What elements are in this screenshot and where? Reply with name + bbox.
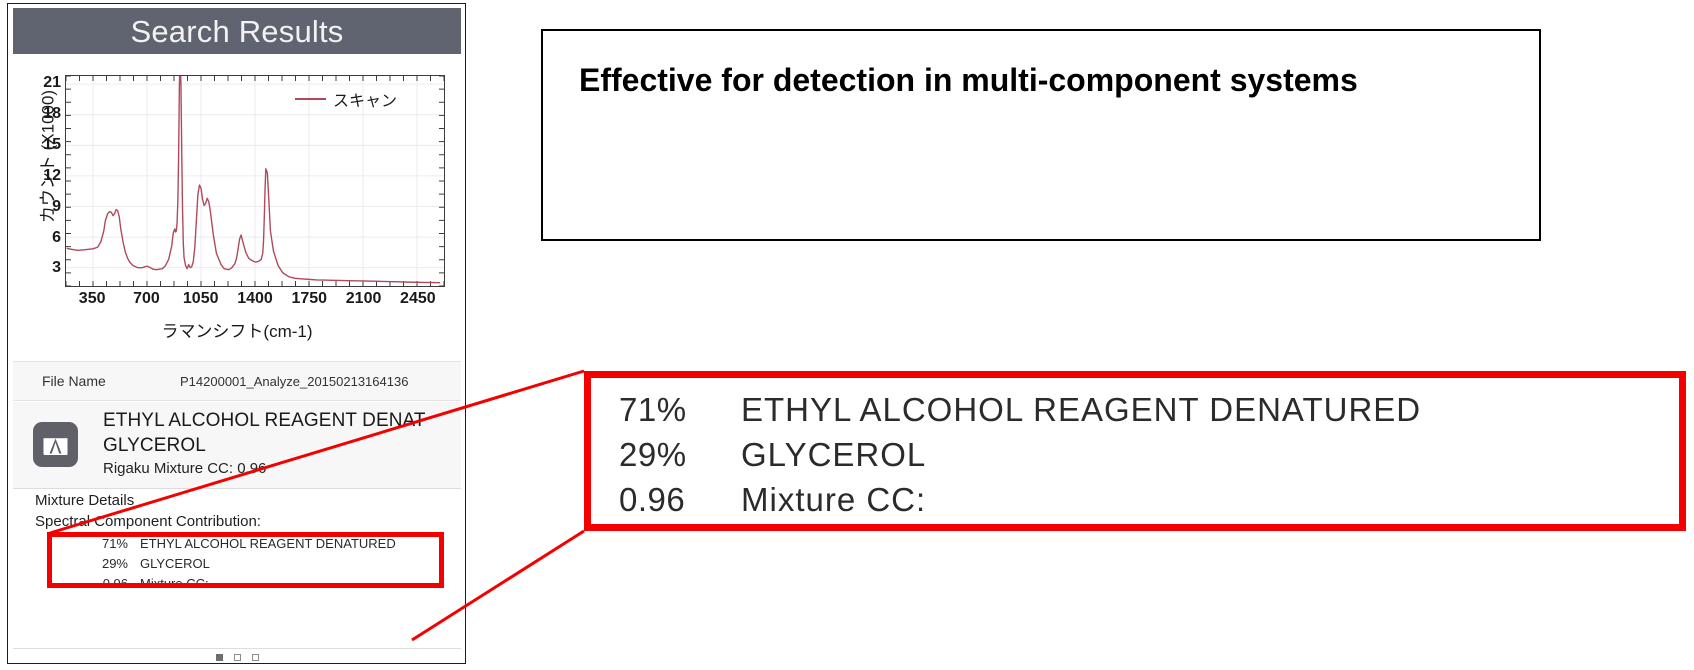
chart-y-tick-label: 9: [52, 197, 61, 215]
panel-header: Search Results: [13, 8, 461, 54]
chart-legend: スキャン: [295, 87, 397, 111]
result-subtitle: GLYCEROL: [103, 435, 206, 456]
chart-x-tick-label: 1750: [291, 290, 328, 307]
chart-x-tick-label: 700: [133, 290, 160, 307]
spectrum-thumbnail-icon: [33, 422, 78, 467]
pagination-dot-2[interactable]: [233, 653, 241, 661]
chart-y-tick-label: 6: [52, 228, 61, 246]
magnified-percent: 71%: [619, 391, 687, 428]
result-mixture-cc: Rigaku Mixture CC: 0.96: [103, 460, 267, 477]
component-contribution-list: 71% ETHYL ALCOHOL REAGENT DENATURED 29% GLY…: [86, 536, 456, 596]
component-percent: 0.96: [102, 576, 128, 591]
component-row: 29% GLYCEROL: [86, 556, 456, 576]
magnified-name: ETHYL ALCOHOL REAGENT DENATURED: [741, 391, 1422, 428]
chart-x-axis-label: ラマンシフト(cm-1): [161, 322, 313, 341]
chart-x-tick-label: 2450: [400, 290, 436, 307]
spectrum-line-series: [66, 76, 441, 284]
mixture-details-heading: Mixture Details: [35, 492, 135, 509]
chart-plot-area: [65, 75, 445, 287]
mixture-details-section: Mixture Details Spectral Component Contr…: [13, 490, 461, 648]
chart-x-tick-label: 2100: [345, 290, 382, 307]
chart-x-tick-label: 1400: [237, 290, 273, 307]
pagination-dot-1[interactable]: [215, 653, 223, 661]
component-name: GLYCEROL: [140, 556, 210, 571]
raman-spectrum-chart: カウント (X1000) 3 6 9 12 15 18 21 350 700 1050 1400 1…: [13, 56, 461, 361]
component-row: 0.96 Mixture CC:: [86, 576, 456, 596]
chart-x-tick-label: 350: [78, 290, 106, 307]
result-title: ETHYL ALCOHOL REAGENT DENAT: [103, 410, 426, 431]
legend-line-swatch: [295, 98, 326, 100]
pagination-dots[interactable]: [13, 648, 461, 665]
chart-y-tick-label: 3: [52, 259, 61, 277]
component-percent: 71%: [101, 536, 128, 551]
magnified-row: 29% GLYCEROL: [619, 436, 1659, 481]
magnified-row: 71% ETHYL ALCOHOL REAGENT DENATURED: [619, 391, 1659, 436]
page-title: Search Results: [130, 13, 344, 49]
chart-y-tick-label: 18: [43, 105, 61, 123]
magnified-component-list: 71% ETHYL ALCOHOL REAGENT DENATURED 29% GLY…: [619, 391, 1659, 526]
chart-x-axis-ticks: 350 700 1050 1400 1750 2100 2450: [65, 290, 445, 314]
legend-label-scan: スキャン: [333, 93, 398, 110]
chart-y-axis-ticks: 3 6 9 12 15 18 21: [25, 74, 61, 287]
statement-text-box: Effective for detection in multi-compone…: [541, 29, 1541, 241]
magnified-percent: 29%: [619, 436, 687, 473]
magnified-percent: 0.96: [619, 481, 686, 518]
pagination-dot-3[interactable]: [251, 653, 259, 661]
magnified-row: 0.96 Mixture CC:: [619, 481, 1659, 526]
component-name: ETHYL ALCOHOL REAGENT DENATURED: [140, 536, 396, 551]
magnified-callout-box: 71% ETHYL ALCOHOL REAGENT DENATURED 29% GLY…: [584, 371, 1686, 531]
chart-y-tick-label: 21: [43, 74, 61, 92]
file-name-value: P14200001_Analyze_20150213164136: [180, 374, 409, 389]
file-name-label: File Name: [42, 373, 106, 389]
chart-x-tick-label: 1050: [182, 290, 219, 307]
magnified-name: GLYCEROL: [741, 436, 927, 473]
chart-y-tick-label: 12: [43, 166, 61, 184]
search-results-panel: Search Results カウント (X1000) 3 6 9 12 15 18 21 …: [7, 3, 466, 664]
search-result-item[interactable]: ETHYL ALCOHOL REAGENT DENAT GLYCEROL Rig…: [13, 402, 461, 489]
component-percent: 29%: [101, 556, 128, 571]
spectrum-plot-svg: [66, 76, 444, 286]
file-name-row: File Name P14200001_Analyze_201502131641…: [13, 361, 461, 401]
chart-gridlines: [66, 76, 444, 286]
component-row: 71% ETHYL ALCOHOL REAGENT DENATURED: [86, 536, 456, 556]
magnified-name: Mixture CC:: [741, 481, 927, 518]
chart-y-tick-label: 15: [43, 135, 61, 153]
spectral-component-contribution-heading: Spectral Component Contribution:: [35, 513, 261, 530]
component-name: Mixture CC:: [140, 576, 209, 591]
statement-text: Effective for detection in multi-compone…: [579, 62, 1358, 98]
chart-inner-ticks: [66, 76, 444, 286]
